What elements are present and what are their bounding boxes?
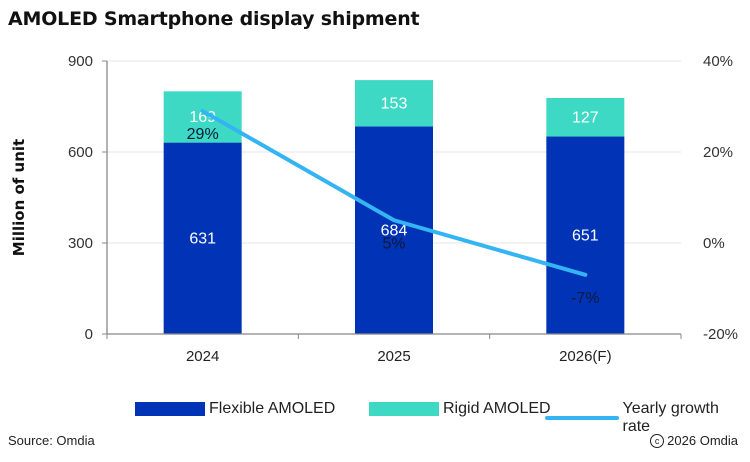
bar-flexible [355, 126, 433, 335]
y2-tick-label: 20% [703, 144, 733, 161]
chart-canvas: 0 300 600 900 -20% 0% 20% 40% Million of unit 631… [10, 53, 738, 365]
data-label-growth: 5% [382, 235, 405, 252]
legend-swatch-growth [545, 416, 619, 420]
bar-rigid [163, 91, 242, 143]
y2-tick-label: 40% [703, 53, 733, 70]
data-label-flexible: 631 [189, 230, 216, 247]
y2-tick-label: 0% [703, 235, 725, 252]
y-tick-label: 600 [68, 144, 93, 161]
growth-rate-line [200, 109, 588, 277]
bar-rigid [355, 80, 433, 127]
x-tick-label: 2026(F) [559, 348, 612, 365]
legend-label-rigid: Rigid AMOLED [443, 400, 551, 417]
data-label-rigid: 153 [381, 95, 408, 112]
legend-item-growth: Yearly growth rate [545, 400, 750, 436]
legend-swatch-rigid [369, 402, 439, 416]
legend: Flexible AMOLED Rigid AMOLED Yearly grow… [0, 400, 750, 435]
legend-label-growth: Yearly growth rate [622, 400, 719, 435]
y-tick-label: 900 [68, 53, 93, 70]
data-label-growth: 29% [187, 126, 219, 143]
data-label-growth: -7% [571, 290, 599, 307]
bar-flexible [163, 142, 242, 334]
copyright-text: 2026 Omdia [667, 433, 738, 448]
y-tick-label: 0 [85, 326, 93, 343]
x-tick-label: 2024 [186, 348, 219, 365]
bar-rigid [546, 98, 625, 137]
x-tick-label: 2025 [377, 348, 410, 365]
copyright-note: c 2026 Omdia [650, 433, 738, 448]
bar-flexible [546, 136, 625, 334]
copyright-icon: c [650, 433, 665, 448]
legend-swatch-flexible [135, 402, 205, 416]
source-note: Source: Omdia [8, 433, 95, 448]
data-label-flexible: 684 [381, 222, 408, 239]
y-axis-label: Million of unit [10, 139, 28, 256]
legend-item-rigid: Rigid AMOLED [369, 400, 551, 418]
data-label-flexible: 651 [572, 227, 599, 244]
y-tick-label: 300 [68, 235, 93, 252]
data-label-rigid: 127 [572, 109, 599, 126]
y2-tick-label: -20% [703, 326, 738, 343]
legend-label-flexible: Flexible AMOLED [209, 400, 336, 417]
chart-title: AMOLED Smartphone display shipment [8, 8, 420, 30]
legend-item-flexible: Flexible AMOLED [135, 400, 335, 418]
